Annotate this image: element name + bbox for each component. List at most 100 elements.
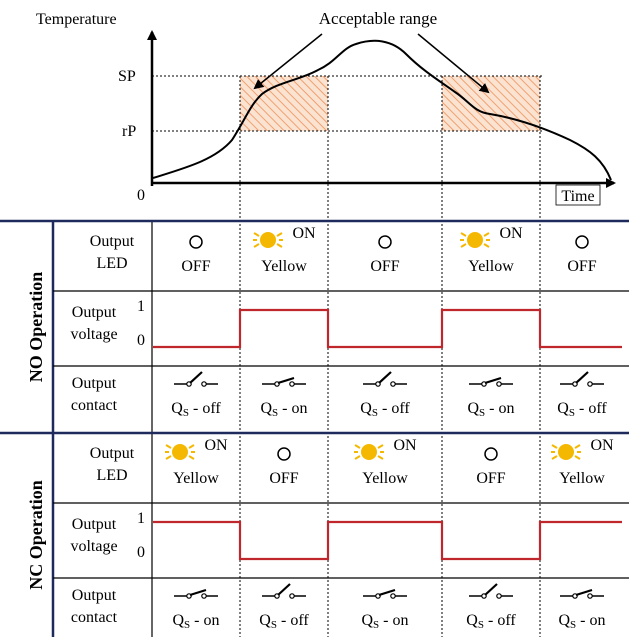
contact-cell: QS - off <box>259 583 309 631</box>
contact-cell: QS - off <box>360 371 410 419</box>
led-ray <box>377 444 384 449</box>
contact-switch-open <box>277 583 291 596</box>
led-cell: ON Yellow <box>551 437 614 487</box>
sp-label: SP <box>118 68 136 85</box>
led-ray <box>551 444 558 449</box>
output-voltage-waveform <box>153 308 622 349</box>
led-on-icon <box>361 444 377 460</box>
annotation-text: Acceptable range <box>319 9 437 28</box>
contact-state-label: QS - on <box>558 612 605 631</box>
row-label-output-voltage: Output <box>72 304 117 321</box>
contact-state-label: QS - off <box>259 612 309 631</box>
voltage-level-high-label: 1 <box>137 298 145 315</box>
row-label-output-led: LED <box>96 255 127 272</box>
y-axis-label: Temperature <box>36 11 117 28</box>
led-off-icon <box>189 235 203 249</box>
row-label-output-led: Output <box>90 233 135 250</box>
annotation-arrow <box>417 33 490 94</box>
led-cell: OFF <box>181 235 211 275</box>
led-ray <box>354 455 361 460</box>
x-axis-label: Time <box>561 188 594 205</box>
led-state-label: OFF <box>567 258 596 275</box>
operation-table: NO Operation Output LED Output voltage 1 0 Outp… <box>0 76 629 637</box>
contact-state-label: QS - off <box>360 400 410 419</box>
origin-label: 0 <box>137 187 145 204</box>
led-ray <box>253 243 260 248</box>
contact-terminal <box>289 593 295 599</box>
led-on-icon <box>260 232 276 248</box>
annotation-arrow <box>253 33 323 90</box>
led-ray <box>188 444 195 449</box>
contact-cell: QS - on <box>467 376 515 419</box>
led-cell: OFF <box>476 447 506 487</box>
row-label-output-contact: contact <box>71 397 118 414</box>
contact-switch-closed <box>484 376 502 385</box>
led-on-icon <box>558 444 574 460</box>
led-state-label: OFF <box>370 258 399 275</box>
contact-terminal <box>496 593 502 599</box>
contact-switch-open <box>484 583 498 596</box>
contact-cell: QS - off <box>171 371 221 419</box>
contact-switch-closed <box>189 588 207 597</box>
led-cell: ON Yellow <box>253 225 316 275</box>
led-cell: ON Yellow <box>165 437 228 487</box>
temperature-curve <box>152 39 612 181</box>
led-on-text: ON <box>204 437 228 454</box>
led-off-icon <box>277 447 291 461</box>
led-cell: ON Yellow <box>460 225 523 275</box>
led-ray <box>483 243 490 248</box>
led-on-text: ON <box>499 225 523 242</box>
led-cell: OFF <box>567 235 597 275</box>
led-off-icon <box>484 447 498 461</box>
contact-terminal <box>390 593 396 599</box>
led-ray <box>574 455 581 460</box>
contact-state-label: QS - off <box>466 612 516 631</box>
led-ray <box>377 455 384 460</box>
contact-switch-closed <box>378 588 396 597</box>
led-ray <box>460 232 467 237</box>
led-state-label: Yellow <box>559 470 605 487</box>
contact-terminal <box>201 381 207 387</box>
voltage-level-high-label: 1 <box>137 510 145 527</box>
rp-label: rP <box>122 123 136 140</box>
row-label-output-voltage: voltage <box>70 326 117 343</box>
led-state-label: Yellow <box>261 258 307 275</box>
contact-cell: QS - on <box>172 588 220 631</box>
row-label-output-led: LED <box>96 467 127 484</box>
led-ray <box>165 455 172 460</box>
led-off-icon <box>378 235 392 249</box>
contact-switch-open <box>575 371 589 384</box>
contact-switch-closed <box>575 588 593 597</box>
led-ray <box>165 444 172 449</box>
row-label-output-contact: contact <box>71 609 118 626</box>
contact-cell: QS - off <box>557 371 607 419</box>
contact-terminal <box>587 593 593 599</box>
led-off-icon <box>575 235 589 249</box>
contact-switch-open <box>378 371 392 384</box>
contact-state-label: QS - on <box>467 400 514 419</box>
contact-terminal <box>201 593 207 599</box>
contact-terminal <box>587 381 593 387</box>
led-cell: OFF <box>370 235 400 275</box>
led-ray <box>276 232 283 237</box>
row-label-output-voltage: Output <box>72 516 117 533</box>
contact-state-label: QS - on <box>361 612 408 631</box>
contact-switch-open <box>189 371 203 384</box>
led-state-label: Yellow <box>362 470 408 487</box>
contact-switch-closed <box>277 376 295 385</box>
led-ray <box>354 444 361 449</box>
led-state-label: Yellow <box>173 470 219 487</box>
row-label-output-contact: Output <box>72 587 117 604</box>
section-title: NC Operation <box>26 480 46 590</box>
led-state-label: OFF <box>476 470 505 487</box>
contact-cell: QS - on <box>558 588 606 631</box>
contact-cell: QS - off <box>466 583 516 631</box>
temperature-graph: Acceptable range Temperature SP rP 0 Tim… <box>36 9 616 206</box>
contact-terminal <box>289 381 295 387</box>
contact-state-label: QS - off <box>557 400 607 419</box>
led-cell: ON Yellow <box>354 437 417 487</box>
contact-state-label: QS - on <box>172 612 219 631</box>
row-label-output-led: Output <box>90 445 135 462</box>
led-ray <box>551 455 558 460</box>
